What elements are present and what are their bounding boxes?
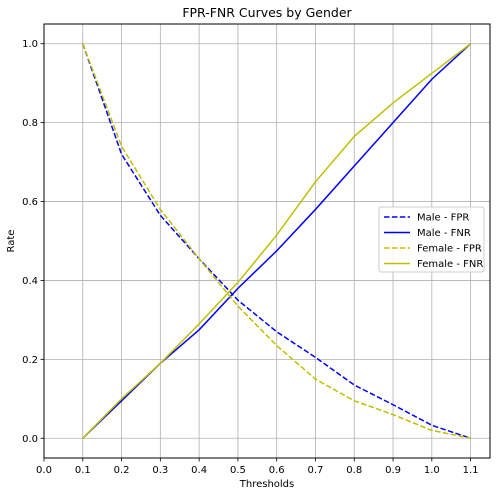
- x-tick-label: 0.7: [308, 465, 324, 476]
- x-tick-label: 0.4: [191, 465, 207, 476]
- legend-label: Female - FPR: [417, 244, 482, 255]
- x-axis-label: Thresholds: [239, 479, 295, 490]
- x-tick-label: 0.3: [152, 465, 168, 476]
- legend-label: Male - FNR: [417, 228, 471, 239]
- y-axis: 0.0 0.2 0.4 0.6 0.8 1.0: [22, 39, 44, 445]
- y-tick-label: 0.4: [22, 276, 38, 287]
- legend-label: Female - FNR: [417, 259, 483, 270]
- chart-title: FPR-FNR Curves by Gender: [182, 5, 352, 20]
- x-tick-label: 0.5: [230, 465, 246, 476]
- y-tick-label: 0.8: [22, 118, 38, 129]
- y-tick-label: 1.0: [22, 39, 38, 50]
- x-tick-label: 0.1: [75, 465, 91, 476]
- legend-label: Male - FPR: [417, 213, 469, 224]
- series-line-male-fpr: [82, 43, 471, 439]
- x-tick-label: 0.6: [269, 465, 285, 476]
- x-tick-label: 1.1: [463, 465, 479, 476]
- x-axis: 0.0 0.1 0.2 0.3 0.4 0.5 0.6 0.7 0.8 0.9 1.0 1.1: [36, 458, 479, 476]
- x-tick-label: 0.9: [385, 465, 401, 476]
- x-tick-label: 0.8: [346, 465, 362, 476]
- series-line-female-fnr: [82, 43, 472, 439]
- series-layer: [82, 43, 472, 440]
- x-tick-label: 1.0: [424, 465, 440, 476]
- legend: Male - FPR Male - FNR Female - FPR Female -…: [378, 206, 485, 273]
- y-tick-label: 0.6: [22, 197, 38, 208]
- legend-box: [378, 206, 485, 273]
- series-line-female-fpr: [82, 43, 471, 440]
- grid: [43, 24, 490, 458]
- x-tick-label: 0.2: [114, 465, 130, 476]
- y-tick-label: 0.0: [22, 434, 38, 445]
- x-tick-label: 0.0: [36, 465, 52, 476]
- y-axis-label: Rate: [6, 230, 17, 253]
- y-tick-label: 0.2: [22, 355, 38, 366]
- plot-frame: [43, 23, 491, 459]
